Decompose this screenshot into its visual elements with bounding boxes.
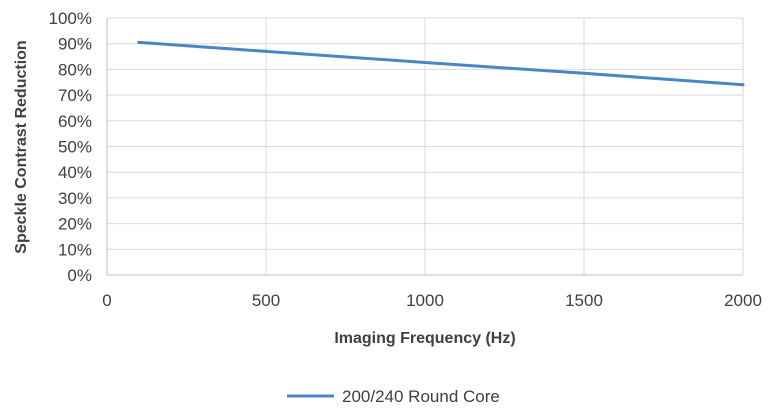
legend-label: 200/240 Round Core: [342, 387, 500, 406]
x-tick-label: 2000: [724, 291, 762, 310]
y-tick-label: 100%: [49, 9, 92, 28]
y-tick-label: 0%: [67, 266, 92, 285]
y-tick-label: 60%: [58, 112, 92, 131]
x-tick-label: 500: [252, 291, 280, 310]
series-lines: [137, 40, 745, 87]
x-tick-label: 0: [102, 291, 111, 310]
y-tick-label: 70%: [58, 86, 92, 105]
x-tick-labels: 0 500 1000 1500 2000: [102, 291, 762, 310]
y-tick-labels: 0% 10% 20% 30% 40% 50% 60% 70% 80% 90% 100%: [49, 9, 92, 285]
series-line: [137, 40, 745, 87]
axes: [106, 18, 743, 276]
y-tick-label: 10%: [58, 240, 92, 259]
legend: 200/240 Round Core: [287, 387, 500, 406]
y-tick-label: 80%: [58, 60, 92, 79]
gridlines: [107, 17, 744, 275]
y-axis-title: Speckle Contrast Reduction: [13, 40, 30, 253]
y-tick-label: 90%: [58, 35, 92, 54]
y-tick-label: 50%: [58, 138, 92, 157]
x-axis-title: Imaging Frequency (Hz): [334, 330, 515, 347]
x-tick-label: 1500: [565, 291, 603, 310]
x-tick-label: 1000: [406, 291, 444, 310]
y-tick-label: 30%: [58, 189, 92, 208]
y-tick-label: 40%: [58, 163, 92, 182]
y-tick-label: 20%: [58, 215, 92, 234]
